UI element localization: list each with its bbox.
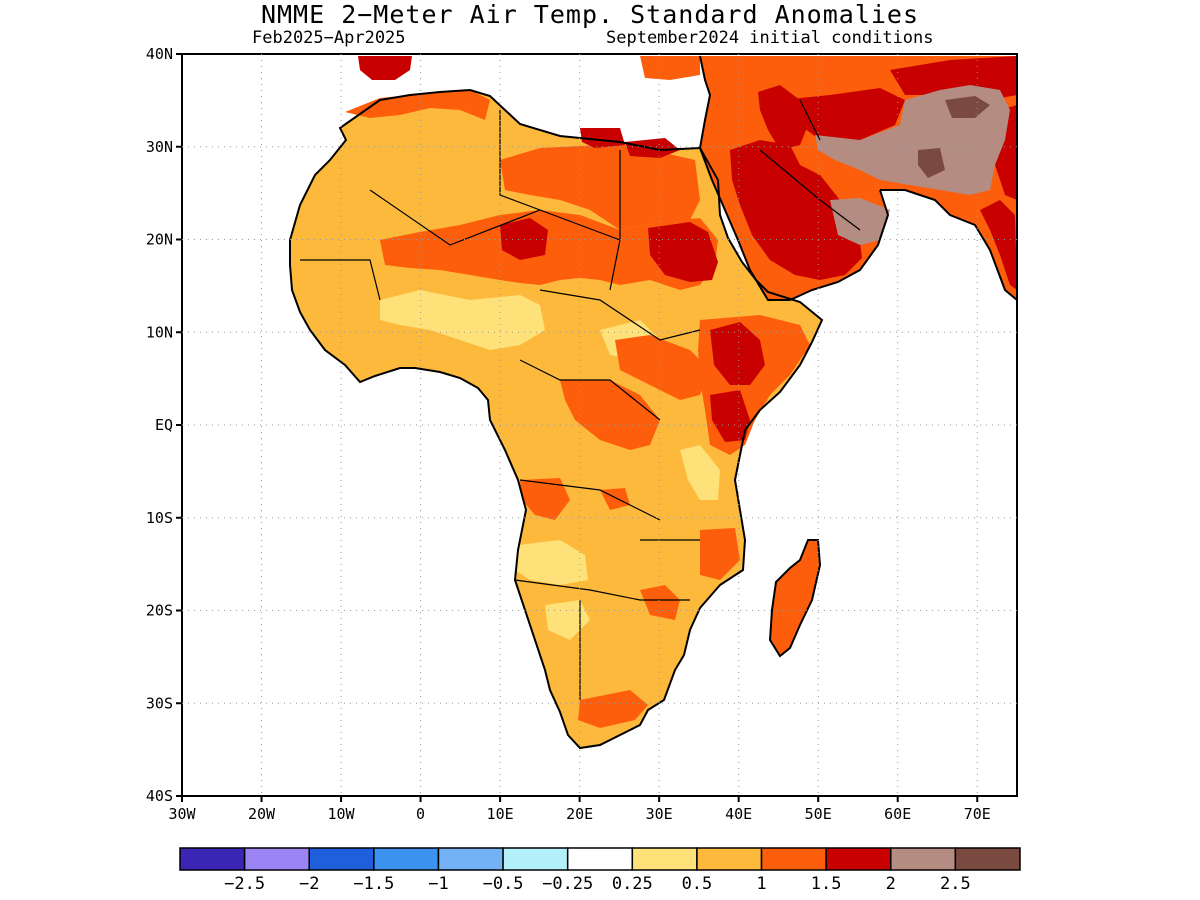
colorbar-label: 0.25 [612,874,653,894]
lon-tick-label: 30E [646,805,673,823]
colorbar-label: 1.5 [811,874,842,894]
colorbar-swatch [566,847,634,871]
latitude-axis: 40N 30N 20N 10N EQ 10S 20S 30S 40S [146,45,182,805]
colorbar-swatch [243,847,310,871]
colorbar-label: −0.25 [542,874,593,894]
colorbar-label: 0.5 [682,874,713,894]
lon-tick-label: 0 [416,805,425,823]
colorbar-swatch [179,847,246,871]
colorbar-label: 1 [756,874,766,894]
gridlines [182,54,1017,796]
extreme-anomaly-regions [918,96,990,178]
lat-tick-label: 10S [146,509,173,527]
forecast-period: Feb2025−Apr2025 [252,28,406,48]
colorbar-swatch [890,847,957,871]
lat-tick-label: 30S [146,694,173,712]
colorbar-swatch [437,847,504,871]
lon-tick-label: 60E [884,805,911,823]
lon-tick-label: 20W [248,805,276,823]
colorbar-swatch [373,847,440,871]
colorbar-swatch [825,847,892,871]
europe-strip [640,56,700,80]
initial-conditions: September2024 initial conditions [606,28,934,48]
lat-tick-label: 10N [146,323,173,341]
colorbar-label: −2.5 [224,874,265,894]
colorbar-label: 2 [886,874,896,894]
colorbar-swatch [954,847,1021,871]
colorbar: −2.5 −2 −1.5 −1 −0.5 −0.25 0.25 0.5 1 1.5 2 2.5 [179,847,1021,894]
lon-tick-label: 20E [566,805,593,823]
lon-tick-label: 10W [328,805,356,823]
colorbar-swatch [631,847,698,871]
lat-tick-label: 20S [146,602,173,620]
iberia-strip [358,56,412,80]
colorbar-label: 2.5 [940,874,971,894]
colorbar-swatch [502,847,569,871]
coastlines [289,55,1017,750]
lon-tick-label: 50E [805,805,832,823]
lat-tick-label: 30N [146,138,173,156]
anomaly-field [289,55,1017,750]
colorbar-swatch [696,847,763,871]
lat-tick-label: EQ [155,416,173,434]
colorbar-label: −1 [428,874,448,894]
madagascar-landmass [770,540,820,656]
lat-tick-label: 40N [146,45,173,63]
lon-tick-label: 10E [487,805,514,823]
colorbar-label: −2 [299,874,319,894]
strong-anomaly-regions [500,56,1017,442]
map-title: NMME 2−Meter Air Temp. Standard Anomalie… [260,0,920,29]
lat-tick-label: 20N [146,231,173,249]
longitude-axis: 30W 20W 10W 0 10E 20E 30E 40E 50E 60E 70E [168,796,991,823]
lon-tick-label: 40E [725,805,752,823]
lon-tick-label: 30W [168,805,196,823]
colorbar-label: −1.5 [353,874,394,894]
lat-tick-label: 40S [146,787,173,805]
colorbar-swatch [308,847,375,871]
colorbar-label: −0.5 [483,874,524,894]
colorbar-swatch [760,847,827,871]
lon-tick-label: 70E [964,805,991,823]
